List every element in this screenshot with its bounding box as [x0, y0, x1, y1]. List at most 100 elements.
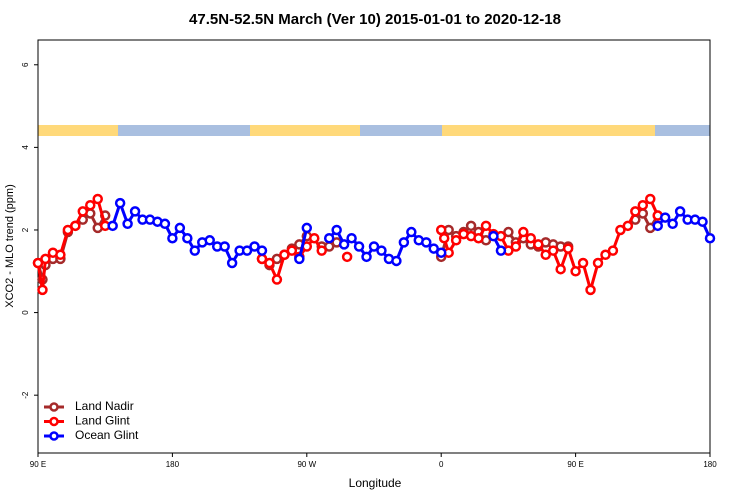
data-point [645, 193, 656, 205]
data-point [174, 222, 186, 234]
data-point [630, 206, 641, 217]
data-point [167, 232, 178, 244]
data-point [488, 230, 499, 242]
data-point [450, 235, 462, 246]
data-point [570, 266, 581, 277]
y-tick-label: 2 [21, 227, 30, 232]
series-line [297, 227, 309, 260]
data-point [353, 241, 365, 252]
data-point [264, 257, 275, 269]
data-point [241, 245, 253, 256]
data-point [107, 220, 118, 232]
data-point [562, 243, 574, 254]
data-point [271, 253, 283, 265]
data-point [92, 193, 103, 205]
legend-marker [49, 416, 59, 427]
data-point [659, 212, 671, 223]
data-point [204, 235, 215, 246]
data-point [40, 253, 51, 265]
data-point [428, 243, 439, 254]
data-point [406, 226, 417, 238]
data-point [85, 199, 96, 211]
legend-label: Ocean Glint [75, 428, 139, 442]
data-point [480, 220, 492, 232]
chart-title: 47.5N-52.5N March (Ver 10) 2015-01-01 to… [189, 11, 561, 28]
data-point [309, 232, 320, 244]
data-point [249, 241, 260, 252]
legend-marker [49, 402, 59, 412]
y-axis-label: XCO2 - MLO trend (ppm) [4, 184, 16, 307]
data-point [55, 249, 66, 261]
data-point [376, 245, 387, 256]
y-tick-label: 0 [21, 310, 30, 315]
data-point [697, 216, 708, 227]
data-point [607, 245, 619, 256]
data-point [341, 251, 353, 263]
x-tick-label: 0 [439, 460, 444, 469]
data-point [279, 249, 290, 261]
data-point [338, 239, 350, 250]
data-point [301, 222, 313, 234]
data-point [600, 249, 611, 261]
data-point [525, 232, 537, 244]
x-tick-label: 180 [703, 460, 717, 469]
data-point [323, 232, 335, 244]
data-point [465, 220, 477, 232]
data-point [294, 253, 305, 265]
data-point [704, 232, 716, 244]
data-point [555, 263, 566, 275]
data-point [503, 226, 514, 238]
data-point [114, 197, 126, 209]
data-point [159, 218, 171, 230]
data-point [129, 206, 141, 217]
data-point [438, 232, 450, 244]
legend-label: Land Nadir [75, 399, 134, 413]
data-point [547, 245, 559, 256]
x-axis-label: Longitude [349, 476, 402, 490]
data-point [219, 241, 230, 252]
data-point [540, 249, 551, 261]
data-point [346, 232, 357, 244]
data-point [585, 284, 596, 296]
data-point [495, 245, 507, 256]
data-point [182, 232, 193, 244]
data-point [271, 274, 283, 285]
x-tick-label: 90 E [30, 460, 46, 469]
data-point [533, 239, 544, 250]
data-point [62, 224, 74, 236]
plot-frame [37, 39, 711, 454]
data-point [70, 220, 81, 232]
data-point [435, 247, 447, 258]
legend-label: Land Glint [75, 414, 130, 428]
data-point [368, 241, 380, 252]
y-tick-label: -2 [21, 391, 30, 399]
data-point [391, 255, 402, 267]
data-point [316, 245, 327, 256]
data-point [331, 224, 342, 236]
data-point [615, 224, 626, 236]
y-tick-label: 6 [21, 62, 30, 67]
data-point [577, 257, 589, 269]
data-point [398, 237, 410, 248]
data-point [189, 245, 201, 256]
x-tick-label: 90 W [297, 460, 316, 469]
data-point [622, 220, 634, 232]
data-point [226, 257, 238, 269]
data-point [122, 218, 133, 230]
legend-marker [49, 431, 59, 441]
data-point [637, 199, 649, 211]
x-tick-label: 180 [166, 460, 180, 469]
data-point [361, 251, 372, 263]
data-point [32, 257, 44, 269]
data-point [518, 226, 529, 238]
data-point [592, 257, 604, 269]
data-point [435, 224, 447, 236]
land-ocean-strip [38, 125, 710, 136]
data-point [473, 232, 484, 244]
data-point [674, 206, 686, 217]
data-point [667, 218, 678, 230]
data-point [652, 220, 663, 232]
data-point [77, 206, 89, 217]
data-point [510, 241, 522, 252]
